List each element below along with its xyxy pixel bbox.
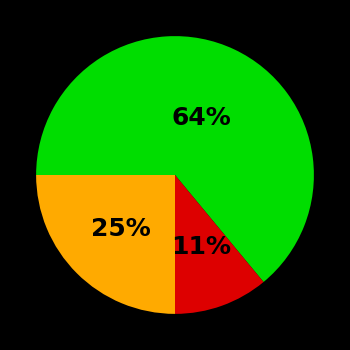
Text: 64%: 64% xyxy=(172,106,231,131)
Text: 25%: 25% xyxy=(91,217,151,241)
Wedge shape xyxy=(175,175,264,314)
Text: 11%: 11% xyxy=(171,235,231,259)
Wedge shape xyxy=(36,175,175,314)
Wedge shape xyxy=(36,36,314,282)
